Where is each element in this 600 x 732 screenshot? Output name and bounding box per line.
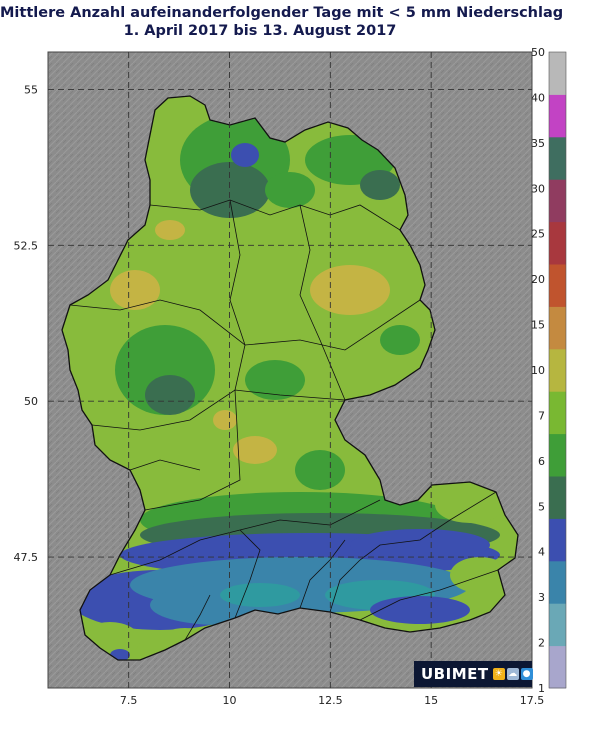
latitude-tick-labels: 55 52.5 50 47.5 xyxy=(14,83,39,564)
lon-tick-label: 7.5 xyxy=(120,694,138,707)
chart-title: Mittlere Anzahl aufeinanderfolgender Tag… xyxy=(0,4,564,40)
lon-tick-label: 17.5 xyxy=(520,694,545,707)
colorbar-segment xyxy=(549,518,566,562)
sun-icon: ☀ xyxy=(492,668,505,680)
colorbar-label: 15 xyxy=(531,319,545,332)
cloud-icon: ☁ xyxy=(506,668,519,680)
lat-tick-label: 50 xyxy=(24,395,38,408)
colorbar-segment xyxy=(549,391,566,435)
colorbar-label: 2 xyxy=(538,637,545,650)
ubimet-logo: UBIMET ☀ ☁ ● xyxy=(414,661,533,687)
colorbar-label: 20 xyxy=(531,273,545,286)
colorbar-segment xyxy=(549,306,566,350)
colorbar-label: 1 xyxy=(538,682,545,695)
colorbar-label: 7 xyxy=(538,409,545,422)
colorbar-label: 50 xyxy=(531,46,545,59)
lon-tick-label: 15 xyxy=(424,694,438,707)
colorbar-segment xyxy=(549,136,566,180)
colorbar-segment xyxy=(549,433,566,477)
colorbar-label: 35 xyxy=(531,137,545,150)
colorbar-label: 5 xyxy=(538,500,545,513)
colorbar-label: 4 xyxy=(538,546,545,559)
colorbar-label: 30 xyxy=(531,182,545,195)
lat-tick-label: 55 xyxy=(24,83,38,96)
title-line-2: 1. April 2017 bis 13. August 2017 xyxy=(123,23,397,39)
longitude-tick-labels: 7.5 10 12.5 15 17.5 xyxy=(120,694,544,707)
colorbar-segment xyxy=(549,264,566,307)
colorbar-label: 25 xyxy=(531,228,545,241)
colorbar-segment xyxy=(549,603,566,647)
colorbar-segment xyxy=(549,645,566,689)
title-line-1: Mittlere Anzahl aufeinanderfolgender Tag… xyxy=(0,5,564,21)
colorbar-segment xyxy=(549,179,566,223)
colorbar-label: 3 xyxy=(538,591,545,604)
colorbar: 50 40 35 30 25 20 15 10 7 6 5 4 3 2 1 xyxy=(531,46,567,695)
colorbar-segment xyxy=(549,476,566,519)
colorbar-label: 40 xyxy=(531,91,545,104)
colorbar-frame xyxy=(548,51,567,689)
logo-text: UBIMET xyxy=(421,665,489,683)
colorbar-segment xyxy=(549,52,566,95)
colorbar-segment xyxy=(549,94,566,138)
colorbar-segment xyxy=(549,221,566,265)
lon-tick-label: 12.5 xyxy=(318,694,343,707)
lat-tick-label: 47.5 xyxy=(14,551,39,564)
lon-tick-label: 10 xyxy=(223,694,237,707)
colorbar-label: 10 xyxy=(531,364,545,377)
colorbar-label: 6 xyxy=(538,455,545,468)
logo-icons: ☀ ☁ ● xyxy=(492,668,533,680)
drop-icon: ● xyxy=(520,668,533,680)
colorbar-segment xyxy=(549,560,566,604)
colorbar-segment xyxy=(549,348,566,392)
lat-tick-label: 52.5 xyxy=(14,239,39,252)
gridlines xyxy=(48,52,532,688)
